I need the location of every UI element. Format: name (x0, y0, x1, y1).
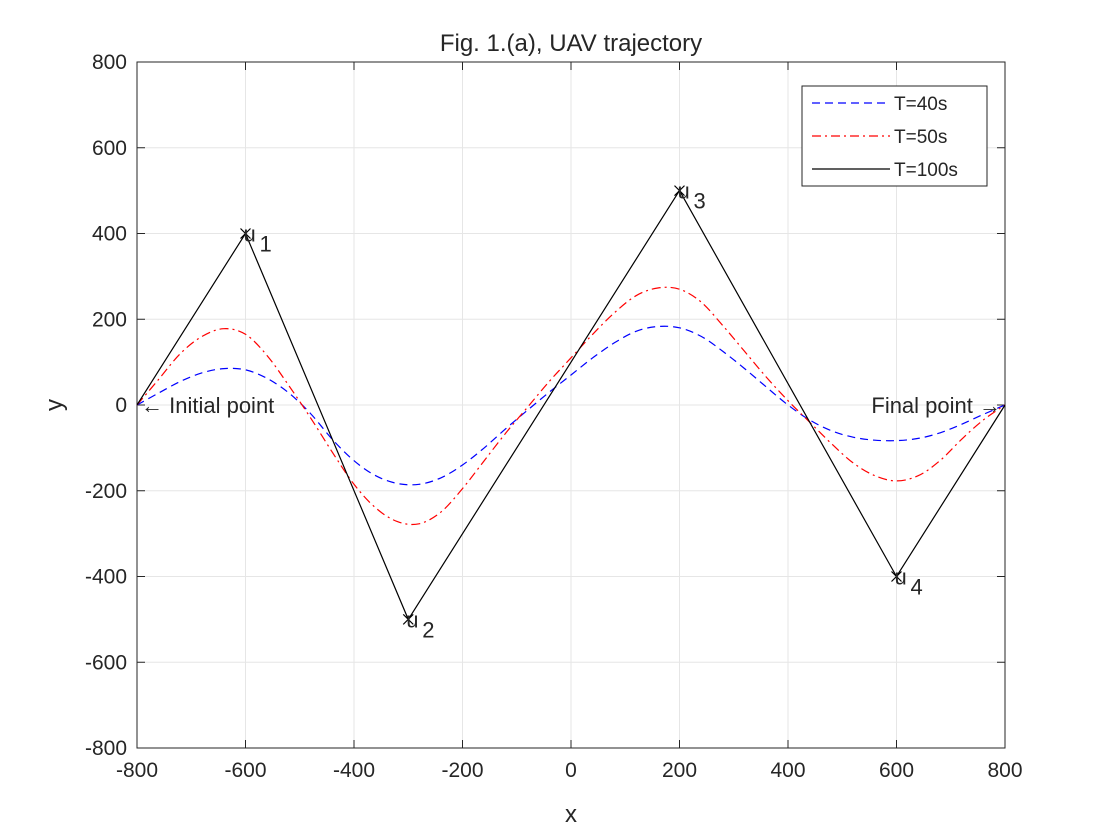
x-tick-label: 0 (565, 759, 577, 782)
waypoint-label: u (895, 565, 907, 590)
ticks: -800 -600 -400 -200 0 200 400 600 800 -800 -600 -40… (85, 51, 1023, 782)
waypoint-marker (402, 613, 414, 625)
legend-label: T=50s (894, 127, 947, 148)
series-group (136, 189, 1006, 621)
x-tick-label: 800 (987, 759, 1022, 782)
legend-label: T=40s (894, 94, 947, 115)
x-tick-label: -200 (441, 759, 483, 782)
y-tick-label: 0 (115, 394, 127, 417)
x-tick-label: -800 (116, 759, 158, 782)
waypoint-label: u (406, 607, 418, 632)
y-tick-label: 400 (92, 223, 127, 246)
waypoint-label: u (678, 179, 690, 204)
y-tick-label: 200 (92, 308, 127, 331)
waypoint-marker (891, 571, 902, 582)
y-tick-label: 600 (92, 137, 127, 160)
waypoint-marker (240, 228, 251, 239)
waypoint-subscript: 2 (422, 617, 434, 642)
waypoint-marker (674, 185, 685, 197)
series-line-2 (136, 286, 1006, 526)
annotations: u 1u 2u 3u 4← Initial point Final point → (141, 179, 1001, 643)
y-tick-label: -200 (85, 480, 127, 503)
x-tick-label: 400 (770, 759, 805, 782)
waypoint-subscript: 4 (911, 575, 923, 600)
series-line-1 (136, 325, 1006, 486)
x-tick-label: -400 (333, 759, 375, 782)
y-tick-label: 800 (92, 51, 127, 74)
y-tick-label: -800 (85, 737, 127, 760)
y-tick-label: -400 (85, 566, 127, 589)
legend-label: T=100s (894, 160, 958, 181)
final-point-label: Final point → (871, 393, 1001, 418)
waypoint-label: u (244, 222, 256, 247)
waypoint-subscript: 1 (260, 232, 272, 257)
y-tick-label: -600 (85, 651, 127, 674)
chart-title: Fig. 1.(a), UAV trajectory (440, 30, 702, 57)
initial-point-label: ← Initial point (141, 393, 274, 418)
x-tick-label: 600 (879, 759, 914, 782)
y-axis-label: y (41, 399, 68, 411)
legend: T=40s T=50s T=100s (801, 85, 988, 187)
x-tick-label: 200 (662, 759, 697, 782)
x-axis-label: x (565, 801, 577, 828)
waypoint-subscript: 3 (694, 189, 706, 214)
x-tick-label: -600 (224, 759, 266, 782)
series-line-3 (136, 189, 1006, 621)
